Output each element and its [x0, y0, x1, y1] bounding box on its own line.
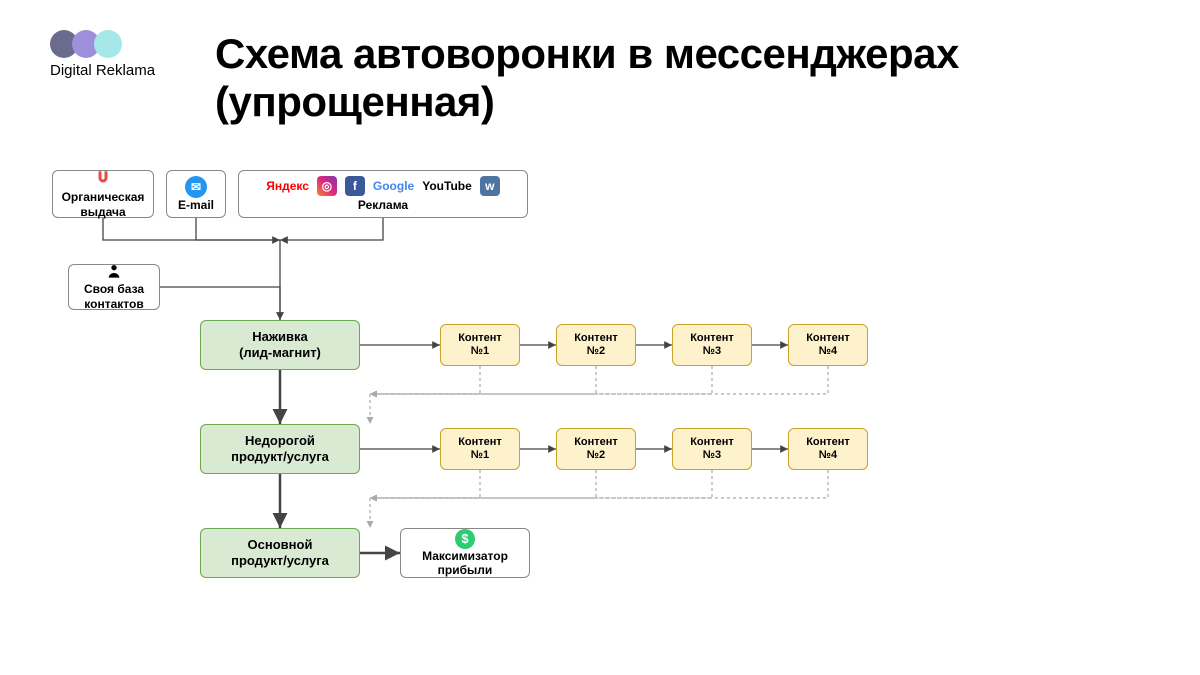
youtube-icon: YouTube	[422, 179, 472, 193]
node-label: Контент№2	[574, 436, 618, 462]
nodes-layer: Органическаявыдача ✉E-mail Яндекс ◎ f Google Y…	[0, 0, 1200, 675]
node-label: E-mail	[178, 198, 214, 212]
node-c3b: Контент№3	[672, 428, 752, 470]
node-c1a: Контент№1	[440, 324, 520, 366]
node-label: Недорогойпродукт/услуга	[231, 433, 329, 464]
instagram-icon: ◎	[317, 176, 337, 196]
node-label: Наживка(лид-магнит)	[239, 329, 321, 360]
node-organic: Органическаявыдача	[52, 170, 154, 218]
node-label: Контент№1	[458, 436, 502, 462]
node-label: Контент№4	[806, 332, 850, 358]
node-c4a: Контент№4	[788, 324, 868, 366]
node-ownbase: Своя базаконтактов	[68, 264, 160, 310]
node-label: Контент№3	[690, 332, 734, 358]
node-label: Максимизаторприбыли	[422, 549, 508, 578]
node-c4b: Контент№4	[788, 428, 868, 470]
node-maxim: $Максимизаторприбыли	[400, 528, 530, 578]
ad-icons-row: Яндекс ◎ f Google YouTube w	[266, 176, 500, 196]
vk-icon: w	[480, 176, 500, 196]
node-main: Основнойпродукт/услуга	[200, 528, 360, 578]
node-c2b: Контент№2	[556, 428, 636, 470]
node-c2a: Контент№2	[556, 324, 636, 366]
node-c1b: Контент№1	[440, 428, 520, 470]
node-label: Контент№4	[806, 436, 850, 462]
node-lead: Наживка(лид-магнит)	[200, 320, 360, 370]
node-cheap: Недорогойпродукт/услуга	[200, 424, 360, 474]
node-email: ✉E-mail	[166, 170, 226, 218]
node-label: Контент№1	[458, 332, 502, 358]
node-label: Основнойпродукт/услуга	[231, 537, 329, 568]
magnet-icon	[94, 169, 112, 190]
node-label: Реклама	[358, 198, 408, 212]
person-icon	[106, 263, 122, 282]
mail-icon: ✉	[185, 176, 207, 198]
node-label: Своя базаконтактов	[84, 282, 144, 311]
facebook-icon: f	[345, 176, 365, 196]
node-label: Контент№3	[690, 436, 734, 462]
yandex-icon: Яндекс	[266, 179, 309, 193]
node-c3a: Контент№3	[672, 324, 752, 366]
node-ads: Яндекс ◎ f Google YouTube w Реклама	[238, 170, 528, 218]
node-label: Контент№2	[574, 332, 618, 358]
dollar-icon: $	[455, 529, 475, 549]
node-label: Органическаявыдача	[62, 190, 145, 219]
google-icon: Google	[373, 179, 414, 193]
